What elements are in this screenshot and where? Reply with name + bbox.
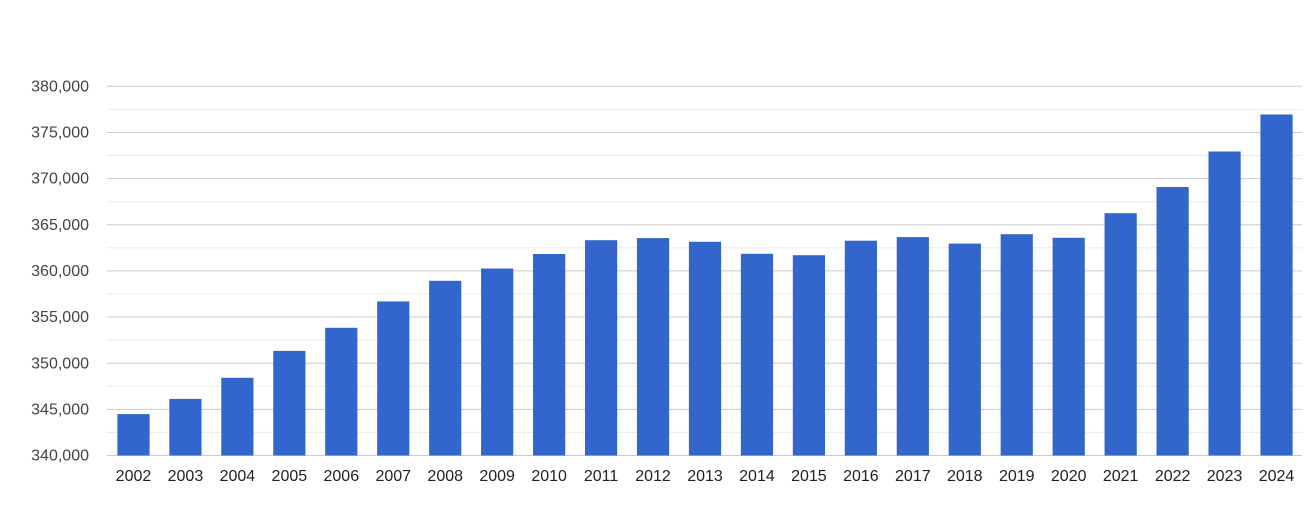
svg-text:2013: 2013 bbox=[687, 468, 723, 485]
svg-text:2018: 2018 bbox=[947, 468, 983, 485]
svg-text:360,000: 360,000 bbox=[31, 263, 89, 280]
svg-text:350,000: 350,000 bbox=[31, 355, 89, 372]
svg-text:380,000: 380,000 bbox=[31, 78, 89, 95]
svg-text:2005: 2005 bbox=[272, 468, 308, 485]
svg-text:370,000: 370,000 bbox=[31, 171, 89, 188]
svg-text:2016: 2016 bbox=[843, 468, 879, 485]
svg-text:2009: 2009 bbox=[479, 468, 515, 485]
svg-text:2023: 2023 bbox=[1207, 468, 1243, 485]
svg-text:2008: 2008 bbox=[427, 468, 463, 485]
svg-text:345,000: 345,000 bbox=[31, 401, 89, 418]
svg-text:340,000: 340,000 bbox=[31, 448, 89, 465]
svg-text:2015: 2015 bbox=[791, 468, 827, 485]
svg-text:2003: 2003 bbox=[168, 468, 204, 485]
svg-text:355,000: 355,000 bbox=[31, 309, 89, 326]
svg-text:2010: 2010 bbox=[531, 468, 567, 485]
svg-text:2004: 2004 bbox=[220, 468, 256, 485]
svg-text:2020: 2020 bbox=[1051, 468, 1087, 485]
svg-text:2019: 2019 bbox=[999, 468, 1035, 485]
svg-text:2024: 2024 bbox=[1259, 468, 1295, 485]
svg-text:2012: 2012 bbox=[635, 468, 671, 485]
svg-text:2021: 2021 bbox=[1103, 468, 1139, 485]
svg-text:2006: 2006 bbox=[324, 468, 360, 485]
svg-text:2002: 2002 bbox=[116, 468, 152, 485]
svg-text:2007: 2007 bbox=[375, 468, 411, 485]
svg-text:365,000: 365,000 bbox=[31, 217, 89, 234]
svg-text:375,000: 375,000 bbox=[31, 125, 89, 142]
svg-text:2022: 2022 bbox=[1155, 468, 1191, 485]
svg-text:2011: 2011 bbox=[584, 468, 619, 485]
svg-text:2014: 2014 bbox=[739, 468, 775, 485]
svg-text:2017: 2017 bbox=[895, 468, 931, 485]
